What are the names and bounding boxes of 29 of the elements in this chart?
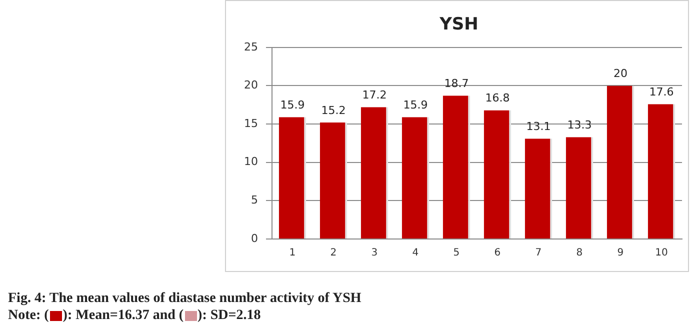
x-tick-label: 3: [371, 248, 378, 259]
data-label: 13.1: [526, 120, 551, 133]
data-label: 16.8: [485, 92, 510, 105]
x-tick-label: 9: [617, 248, 624, 259]
x-tick-label: 7: [535, 248, 542, 259]
x-tick-label: 1: [289, 248, 296, 259]
caption: Fig. 4: The mean values of diastase number activity of YSH: [8, 290, 362, 307]
x-tick-label: 4: [412, 248, 419, 259]
data-label: 15.9: [280, 98, 305, 112]
y-tick-label: 5: [250, 194, 258, 207]
x-tick-label: 10: [655, 248, 668, 259]
y-tick-label: 10: [244, 155, 258, 168]
x-tick-label: 6: [494, 248, 501, 259]
y-tick-label: 0: [250, 232, 258, 245]
data-label: 13.3: [567, 118, 592, 132]
text: Note: ( ): Mean=16.37 and ( ): SD=2.18: [8, 307, 262, 324]
y-tick-label: 20: [244, 78, 258, 92]
data-label: 20: [614, 67, 628, 80]
chart-title: YSH: [438, 14, 478, 35]
data-label: 18.7: [444, 77, 469, 90]
data-label: 17.6: [649, 85, 674, 98]
x-tick-label: 5: [453, 248, 460, 259]
y-tick-label: 25: [244, 40, 258, 54]
y-tick-label: 15: [244, 116, 258, 130]
data-label: 17.2: [362, 88, 387, 102]
x-tick-label: 2: [330, 248, 337, 259]
data-label: 15.9: [403, 98, 428, 112]
data-label: 15.2: [321, 104, 346, 117]
x-tick-label: 8: [576, 248, 583, 259]
